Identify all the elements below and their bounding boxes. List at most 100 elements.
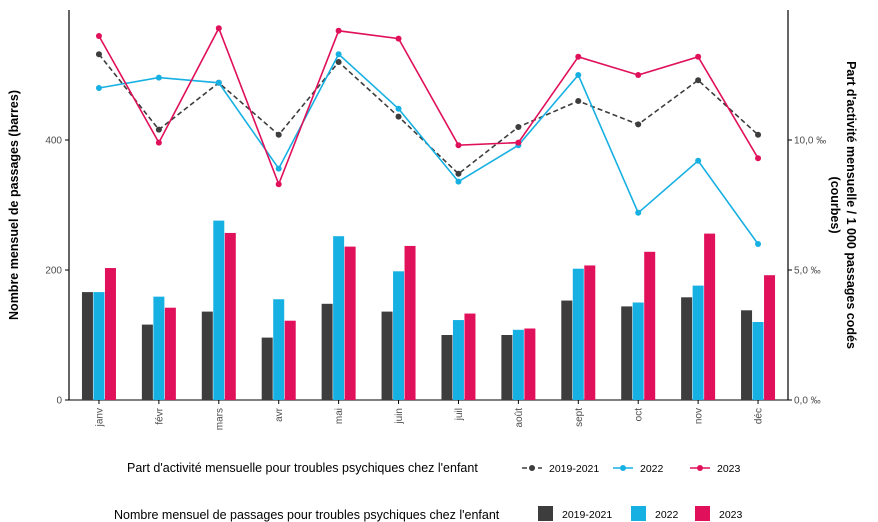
x-tick-label-nov: nov	[694, 408, 705, 424]
point-2019-2021-nov	[695, 77, 702, 84]
x-tick-label-f-vr: févr	[154, 407, 165, 424]
point-2019-2021-d-c	[755, 131, 762, 138]
legend-bar-label-2023: 2023	[719, 509, 743, 521]
bar-2023-juil	[464, 313, 476, 400]
legend-bar-label-2022: 2022	[655, 509, 679, 521]
legend-bars: Nombre mensuel de passages pour troubles…	[114, 506, 743, 522]
bar-2023-mai	[344, 246, 356, 400]
left-ticks: 0 200 400	[45, 136, 69, 407]
point-2019-2021-juil	[455, 170, 462, 177]
bar-2022-d-c	[752, 322, 764, 400]
point-2022-mars	[215, 79, 222, 86]
bar-2023-juin	[404, 245, 416, 400]
point-2019-2021-oct	[635, 121, 642, 128]
bars	[81, 220, 776, 400]
legend-line-dot-2022	[620, 465, 626, 471]
point-2022-f-vr	[155, 74, 162, 81]
point-2019-2021-f-vr	[155, 126, 162, 133]
bar-2019-2021-d-c	[741, 310, 753, 400]
x-tick-label-mai: mai	[334, 408, 345, 424]
point-2023-d-c	[755, 155, 762, 162]
bar-2019-2021-mai	[321, 303, 333, 400]
point-2022-mai	[335, 51, 342, 58]
bar-2019-2021-janv	[81, 292, 93, 400]
bar-2023-f-vr	[164, 307, 176, 400]
bar-2019-2021-sept	[561, 300, 573, 400]
bar-2019-2021-avr	[261, 337, 273, 400]
legend-line-label-2022: 2022	[640, 463, 664, 475]
point-2023-avr	[275, 181, 282, 188]
x-tick-label-sept: sept	[574, 408, 585, 427]
legend-bar-label-2019-2021: 2019-2021	[562, 509, 612, 521]
legend-line-dot-2019-2021	[529, 465, 535, 471]
right-tick-label: 10,0 ‰	[794, 136, 826, 147]
point-2022-nov	[695, 157, 702, 164]
bar-2022-mai	[333, 236, 345, 400]
x-ticks: janv févr mars avr mai juin juil août sept oct nov…	[94, 400, 765, 430]
line-2023	[98, 26, 759, 187]
bar-2019-2021-juil	[441, 335, 453, 400]
bar-2023-sept	[584, 265, 596, 400]
legend-bar-key-2023	[695, 506, 710, 521]
bar-2023-d-c	[764, 275, 776, 400]
point-2023-nov	[695, 53, 702, 60]
point-2023-mai	[335, 27, 342, 34]
bar-2022-sept	[572, 268, 584, 400]
point-2023-ao-t	[515, 139, 522, 146]
bar-2023-janv	[104, 268, 116, 400]
bar-2019-2021-nov	[681, 297, 693, 400]
x-tick-label-mars: mars	[214, 408, 225, 430]
legend-bars-title: Nombre mensuel de passages pour troubles…	[114, 508, 500, 522]
point-2022-oct	[635, 209, 642, 216]
bar-2022-avr	[273, 299, 285, 400]
point-2019-2021-ao-t	[515, 124, 522, 130]
point-2019-2021-sept	[575, 98, 582, 104]
right-tick-label: 5,0 ‰	[794, 266, 821, 277]
point-2023-juin	[395, 35, 402, 42]
x-tick-label-avr: avr	[274, 407, 285, 422]
point-2019-2021-juin	[395, 113, 402, 120]
bar-2022-oct	[632, 302, 644, 400]
legend-lines-title: Part d'activité mensuelle pour troubles …	[127, 461, 478, 475]
bar-2023-mars	[224, 232, 236, 400]
point-2022-juil	[455, 178, 462, 185]
axes	[68, 10, 789, 401]
left-tick-label: 0	[56, 396, 62, 407]
left-axis-title: Nombre mensuel de passages (barres)	[7, 90, 21, 320]
line-2019-2021	[98, 53, 759, 175]
point-2023-oct	[635, 72, 642, 78]
right-axis-title-line2: (courbes)	[828, 177, 842, 234]
bar-2023-ao-t	[524, 328, 536, 400]
legend-bar-key-2019-2021	[538, 506, 553, 521]
bar-2022-juin	[393, 271, 405, 400]
bar-2023-oct	[644, 251, 656, 400]
bar-2023-nov	[704, 233, 716, 400]
x-tick-label-juil: juil	[454, 408, 465, 421]
legend-line-label-2019-2021: 2019-2021	[549, 463, 599, 475]
bar-2022-ao-t	[512, 329, 524, 400]
bar-2022-juil	[452, 320, 464, 400]
point-2022-sept	[575, 72, 582, 78]
bar-2019-2021-oct	[621, 306, 633, 400]
line-2022	[98, 52, 759, 245]
x-tick-label-janv: janv	[94, 408, 105, 427]
right-ticks: 0,0 ‰ 5,0 ‰ 10,0 ‰	[788, 136, 826, 407]
legend-bar-key-2022	[631, 506, 646, 521]
bar-2019-2021-f-vr	[141, 324, 153, 400]
x-tick-label-ao-t: août	[514, 408, 525, 428]
bar-2019-2021-ao-t	[501, 335, 513, 400]
right-tick-label: 0,0 ‰	[794, 396, 821, 407]
point-2022-avr	[275, 165, 282, 172]
bar-2022-nov	[692, 285, 704, 400]
x-tick-label-oct: oct	[634, 408, 645, 422]
point-2022-janv	[95, 85, 102, 91]
point-2023-f-vr	[155, 139, 162, 146]
bar-2022-janv	[93, 292, 105, 400]
right-axis-title-line1: Part d'activité mensuelle / 1 000 passag…	[844, 61, 858, 349]
point-2019-2021-avr	[275, 131, 282, 138]
left-tick-label: 200	[45, 266, 62, 277]
bar-2022-mars	[213, 220, 225, 400]
point-2022-d-c	[755, 241, 762, 247]
bar-2022-f-vr	[153, 296, 165, 400]
